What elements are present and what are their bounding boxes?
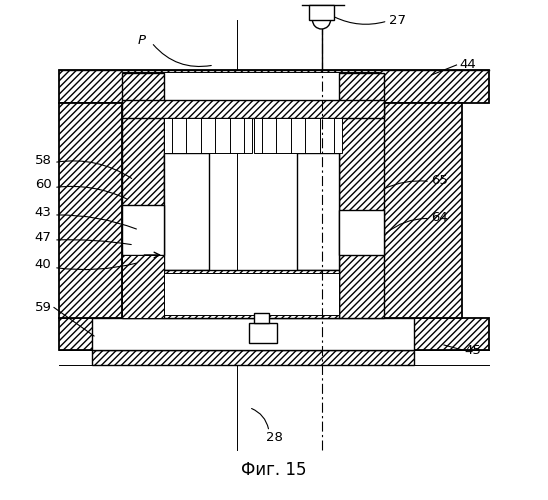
- Bar: [164, 270, 339, 318]
- Text: Фиг. 15: Фиг. 15: [241, 461, 307, 479]
- Bar: [309, 5, 334, 20]
- Text: 28: 28: [266, 431, 282, 444]
- Bar: [92, 350, 414, 365]
- Text: 47: 47: [35, 231, 52, 244]
- Text: 44: 44: [459, 58, 476, 71]
- Bar: [164, 118, 252, 152]
- Bar: [92, 318, 414, 350]
- FancyArrowPatch shape: [386, 218, 427, 233]
- Text: 45: 45: [464, 344, 481, 356]
- Bar: [254, 312, 269, 322]
- Text: 65: 65: [431, 174, 448, 186]
- Text: P: P: [138, 34, 146, 46]
- FancyArrowPatch shape: [57, 215, 136, 229]
- FancyArrowPatch shape: [57, 186, 127, 199]
- Bar: [296, 152, 339, 270]
- Bar: [339, 210, 384, 255]
- Text: 58: 58: [35, 154, 52, 166]
- Bar: [384, 102, 461, 318]
- Bar: [254, 118, 341, 152]
- Text: 59: 59: [35, 301, 52, 314]
- Bar: [122, 72, 379, 100]
- Bar: [249, 322, 277, 342]
- Text: 40: 40: [35, 258, 52, 272]
- Bar: [59, 318, 489, 350]
- Bar: [122, 72, 164, 318]
- Bar: [122, 100, 384, 117]
- Bar: [59, 70, 489, 102]
- Text: 43: 43: [35, 206, 52, 219]
- Text: 60: 60: [35, 178, 52, 192]
- FancyArrowPatch shape: [57, 161, 132, 178]
- FancyArrowPatch shape: [335, 17, 385, 24]
- Bar: [122, 205, 164, 255]
- Bar: [164, 152, 209, 270]
- FancyArrowPatch shape: [384, 181, 427, 189]
- Bar: [164, 272, 339, 315]
- FancyArrowPatch shape: [57, 263, 136, 270]
- Text: 27: 27: [389, 14, 406, 26]
- FancyArrowPatch shape: [153, 44, 212, 66]
- Bar: [122, 255, 164, 318]
- Circle shape: [312, 11, 330, 29]
- Bar: [59, 102, 122, 318]
- FancyArrowPatch shape: [57, 240, 132, 244]
- Bar: [122, 320, 379, 347]
- Bar: [339, 72, 384, 318]
- FancyArrowPatch shape: [252, 408, 269, 429]
- Text: 64: 64: [431, 211, 448, 224]
